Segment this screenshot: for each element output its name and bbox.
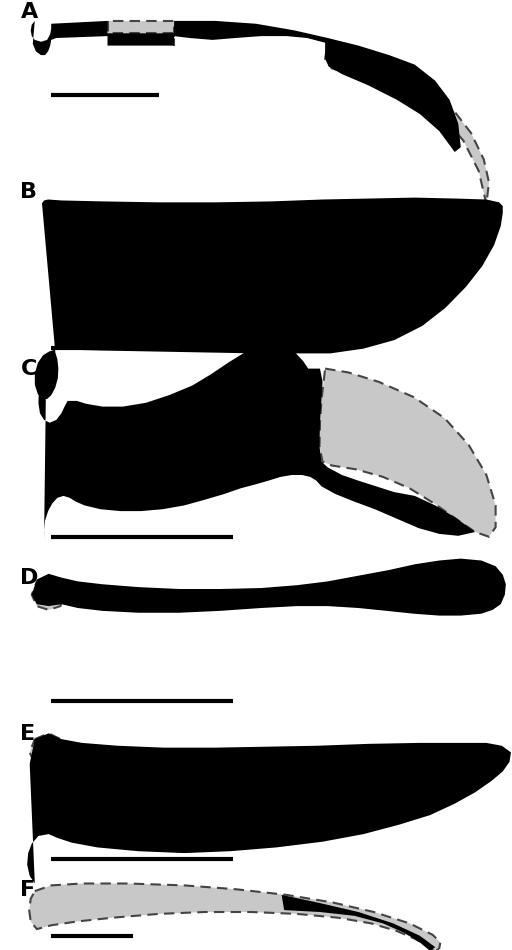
Text: D: D <box>20 568 39 588</box>
Polygon shape <box>282 895 435 950</box>
Text: C: C <box>20 359 37 379</box>
Polygon shape <box>38 346 475 542</box>
Polygon shape <box>31 21 461 152</box>
Text: A: A <box>20 2 38 22</box>
Polygon shape <box>27 733 511 884</box>
Polygon shape <box>108 21 174 46</box>
Text: F: F <box>20 880 36 900</box>
Polygon shape <box>319 369 496 537</box>
Text: E: E <box>20 724 36 744</box>
Polygon shape <box>30 733 61 770</box>
Text: B: B <box>20 182 37 202</box>
Polygon shape <box>325 43 489 204</box>
Polygon shape <box>32 559 506 616</box>
Polygon shape <box>32 576 64 610</box>
Polygon shape <box>29 884 440 950</box>
Polygon shape <box>35 198 503 399</box>
